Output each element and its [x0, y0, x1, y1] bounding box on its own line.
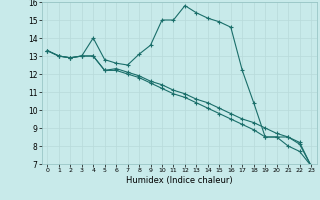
X-axis label: Humidex (Indice chaleur): Humidex (Indice chaleur) — [126, 176, 233, 185]
